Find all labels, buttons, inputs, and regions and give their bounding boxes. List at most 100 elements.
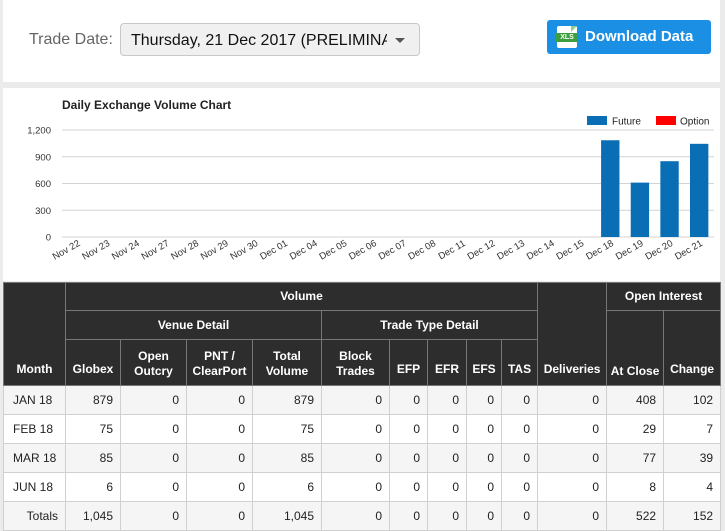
x-tick-label: Nov 29 [199,238,231,263]
block-trades-total: 0 [321,501,390,531]
tas-cell: 0 [500,385,539,415]
month-cell: FEB 18 [3,414,66,444]
x-tick-label: Dec 13 [495,238,527,263]
deliveries-cell: 0 [537,443,608,473]
efs-cell: 0 [466,385,502,415]
deliveries-cell: 0 [537,385,608,415]
block-trades-cell: 0 [321,472,390,502]
trade-type-detail-header: Trade Type Detail [320,310,539,340]
legend-item-option[interactable]: Option [656,116,709,128]
header-bar: Trade Date: Thursday, 21 Dec 2017 (PRELI… [3,0,720,82]
efr-total: 0 [427,501,467,531]
legend-swatch-future [587,116,607,125]
xls-file-icon: XLS [556,26,578,48]
efp-total: 0 [389,501,428,531]
x-tick-label: Dec 06 [347,238,379,263]
efs-cell: 0 [466,443,502,473]
x-tick-label: Dec 04 [288,238,320,263]
deliveries-cell: 0 [537,414,608,444]
tas-cell: 0 [500,443,539,473]
efr-cell: 0 [427,385,467,415]
x-tick-label: Nov 24 [110,238,142,263]
total-volume-total: 1,045 [252,501,322,531]
y-tick-label: 300 [35,206,51,217]
block-trades-cell: 0 [321,414,390,444]
trade-date-value: Thursday, 21 Dec 2017 (PRELIMINARY) [131,32,387,49]
tas-total: 0 [500,501,539,531]
efr-cell: 0 [427,443,467,473]
efr-header: EFR [427,339,467,386]
efr-cell: 0 [427,414,467,444]
venue-detail-header: Venue Detail [65,310,322,340]
download-data-button[interactable]: XLS Download Data [547,20,711,54]
xls-icon-label: XLS [556,33,578,42]
x-tick-label: Nov 23 [80,238,112,263]
x-tick-label: Dec 08 [406,238,438,263]
open-outcry-header: Open Outcry [120,339,187,386]
bar-future-dec-20 [660,161,679,237]
x-tick-label: Dec 07 [377,238,409,263]
trade-date-select[interactable]: Thursday, 21 Dec 2017 (PRELIMINARY) [120,23,420,56]
y-tick-label: 1,200 [27,126,51,137]
globex-cell: 75 [65,414,121,444]
at-close-cell: 8 [606,472,665,502]
efs-cell: 0 [466,414,502,444]
change-cell: 102 [663,385,722,415]
x-tick-label: Dec 05 [317,238,349,263]
tas-cell: 0 [500,414,539,444]
chart-bars [601,140,709,237]
x-tick-label: Dec 11 [437,238,468,262]
deliveries-header: Deliveries [537,282,608,386]
month-cell: JAN 18 [3,385,66,415]
open-outcry-cell: 0 [120,385,187,415]
block-trades-cell: 0 [321,443,390,473]
at-close-cell: 29 [606,414,665,444]
legend-item-future[interactable]: Future [587,116,641,128]
efp-cell: 0 [389,414,428,444]
legend-label-future: Future [612,117,641,128]
table-row: MAR 18 85 0 0 85 0 0 0 0 0 0 77 39 [3,443,722,473]
y-tick-label: 600 [35,179,51,190]
table-row: FEB 18 75 0 0 75 0 0 0 0 0 0 29 7 [3,414,722,444]
pnt-cell: 0 [186,443,253,473]
month-header: Month [3,282,66,386]
x-tick-label: Dec 19 [614,238,646,263]
open-interest-header: Open Interest [606,282,722,311]
at-close-total: 522 [606,501,665,531]
total-volume-cell: 879 [252,385,322,415]
x-tick-label: Nov 28 [169,238,201,263]
pnt-total: 0 [186,501,253,531]
efp-header: EFP [389,339,428,386]
totals-label: Totals [3,501,66,531]
efp-cell: 0 [389,385,428,415]
at-close-cell: 77 [606,443,665,473]
globex-cell: 85 [65,443,121,473]
table-row: JAN 18 879 0 0 879 0 0 0 0 0 0 408 102 [3,385,722,415]
legend-label-option: Option [680,117,709,128]
caret-down-icon [395,38,405,43]
volume-table-wrapper: Month Volume Deliveries Open Interest Ve… [3,282,722,531]
x-tick-label: Dec 15 [555,238,587,263]
total-volume-cell: 85 [252,443,322,473]
x-tick-label: Nov 22 [51,238,83,263]
globex-header: Globex [65,339,121,386]
volume-table: Month Volume Deliveries Open Interest Ve… [3,282,722,531]
deliveries-total: 0 [537,501,608,531]
x-tick-label: Dec 20 [643,238,675,263]
bar-future-dec-21 [689,143,709,237]
efs-cell: 0 [466,472,502,502]
total-volume-cell: 75 [252,414,322,444]
chart-title: Daily Exchange Volume Chart [62,98,231,112]
bar-future-dec-19 [630,182,650,237]
pnt-clearport-header: PNT / ClearPort [186,339,253,386]
open-outcry-cell: 0 [120,443,187,473]
total-volume-cell: 6 [252,472,322,502]
download-data-label: Download Data [585,28,694,45]
tas-header: TAS [500,339,539,386]
efs-header: EFS [466,339,502,386]
legend: Future Option [587,116,709,128]
total-volume-header: Total Volume [252,339,322,386]
volume-header: Volume [64,282,539,311]
pnt-cell: 0 [186,385,253,415]
